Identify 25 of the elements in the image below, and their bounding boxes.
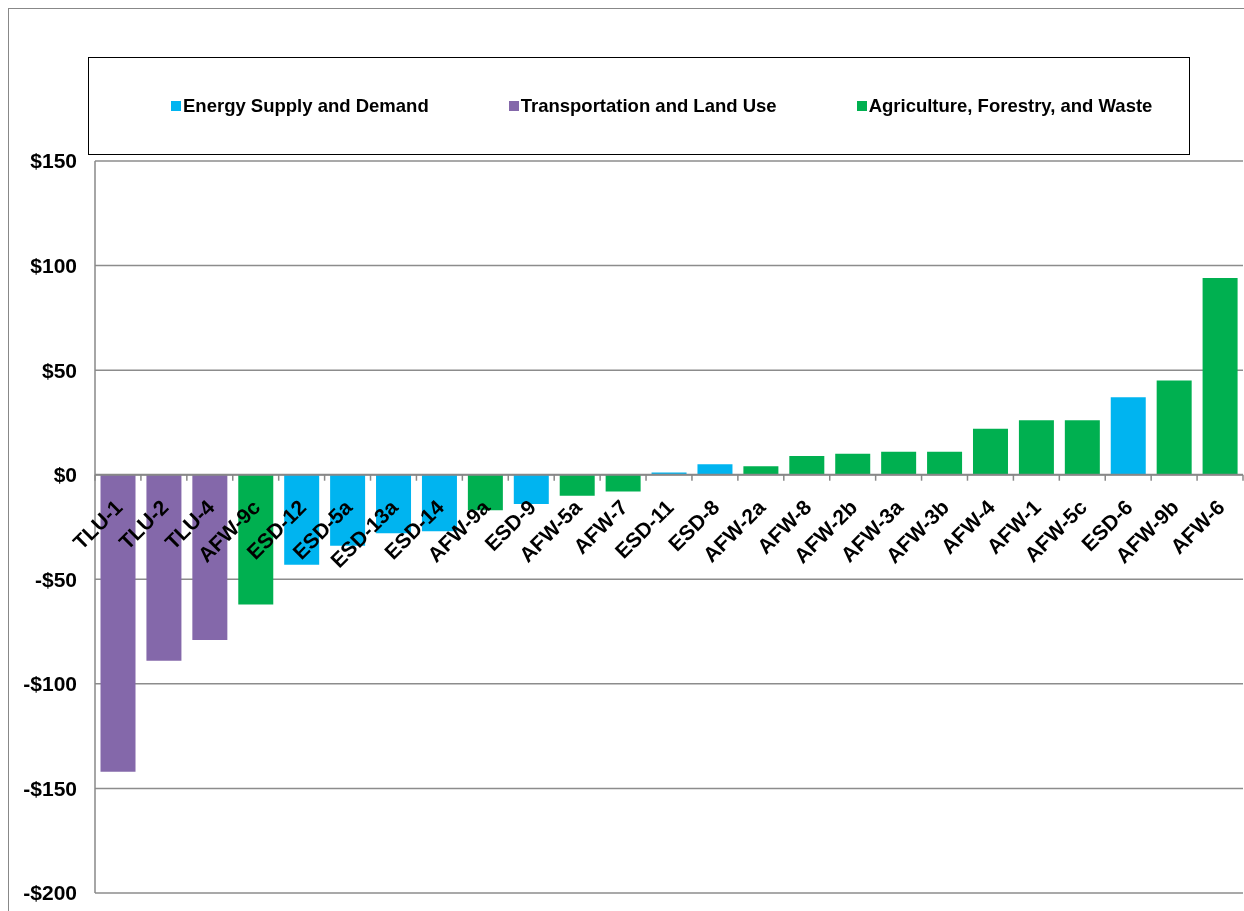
y-tick-label: -$150 bbox=[23, 776, 77, 800]
y-tick-label: $50 bbox=[41, 358, 77, 382]
legend-label: Agriculture, Forestry, and Waste bbox=[868, 95, 1153, 117]
y-tick-label: $150 bbox=[30, 149, 77, 173]
bar bbox=[697, 464, 733, 475]
y-tick-label: -$100 bbox=[23, 672, 77, 696]
bar bbox=[972, 428, 1008, 475]
y-tick-label: $0 bbox=[53, 463, 77, 487]
bar bbox=[1018, 420, 1054, 475]
legend-label: Energy Supply and Demand bbox=[183, 95, 429, 117]
y-tick-label: $100 bbox=[30, 254, 77, 278]
bar bbox=[927, 451, 963, 475]
bar bbox=[1064, 420, 1100, 475]
bar bbox=[1110, 397, 1146, 475]
bar bbox=[1202, 278, 1238, 475]
y-tick-label: -$50 bbox=[34, 567, 77, 591]
bar bbox=[605, 474, 641, 492]
legend-label: Transportation and Land Use bbox=[520, 95, 777, 117]
bar bbox=[1156, 380, 1192, 475]
bar bbox=[743, 466, 779, 475]
bar bbox=[835, 453, 871, 475]
bar bbox=[789, 455, 825, 475]
bar bbox=[559, 474, 595, 496]
bar bbox=[881, 451, 917, 475]
y-tick-label: -$200 bbox=[23, 881, 77, 905]
